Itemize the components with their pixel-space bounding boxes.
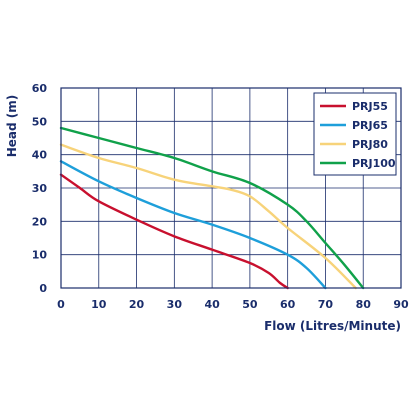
x-tick-label: 20 [129, 298, 145, 311]
x-tick-label: 70 [318, 298, 334, 311]
legend-label-prj65: PRJ65 [352, 119, 388, 132]
legend: PRJ55 PRJ65 PRJ80 PRJ100 [313, 92, 397, 176]
x-tick-label: 10 [91, 298, 107, 311]
y-tick-label: 20 [32, 215, 48, 228]
x-tick-label: 40 [204, 298, 220, 311]
x-tick-label: 80 [356, 298, 372, 311]
y-axis-title: Head (m) [5, 95, 19, 158]
series-layer [59, 126, 365, 290]
legend-label-prj100: PRJ100 [352, 157, 396, 170]
y-tick-label: 60 [32, 82, 48, 95]
x-tick-label: 60 [280, 298, 296, 311]
y-tick-label: 30 [32, 182, 48, 195]
x-tick-label: 30 [167, 298, 183, 311]
axes: 0 10 20 30 40 50 60 70 80 90 0 10 20 30 40 50 60 [32, 82, 409, 311]
legend-label-prj55: PRJ55 [352, 100, 388, 113]
x-tick-label: 0 [57, 298, 65, 311]
y-tick-label: 50 [32, 115, 48, 128]
series-line-prj65 [59, 160, 327, 290]
legend-label-prj80: PRJ80 [352, 138, 388, 151]
series-line-prj100 [59, 126, 365, 290]
series-line-prj80 [59, 143, 357, 290]
x-axis-title: Flow (Litres/Minute) [264, 319, 401, 333]
x-tick-label: 50 [242, 298, 258, 311]
series-line-prj55 [59, 173, 289, 290]
y-tick-label: 0 [39, 282, 47, 295]
y-tick-label: 10 [32, 249, 48, 262]
y-tick-label: 40 [32, 149, 48, 162]
plot-frame [60, 87, 402, 289]
x-tick-label: 90 [393, 298, 409, 311]
